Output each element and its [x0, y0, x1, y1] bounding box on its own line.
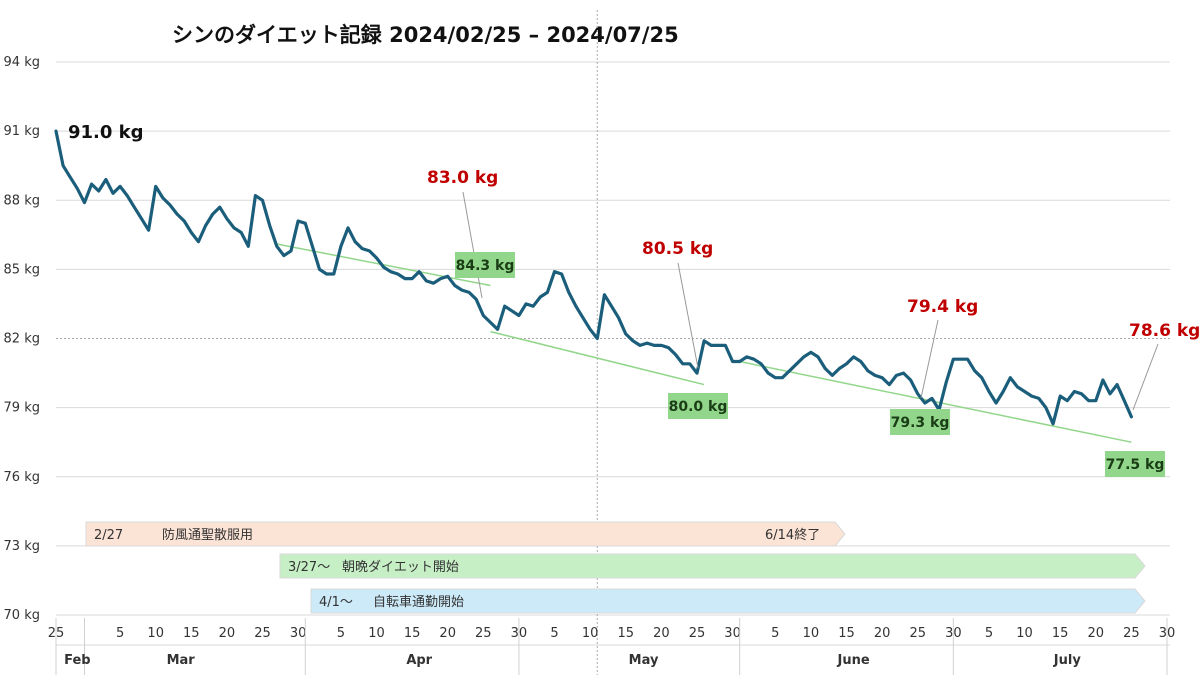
x-axis: 25 5 10 15 20 25 30 5 10 15 20 25 30 5 10 15 20 25 30 5 10 15… — [48, 618, 1175, 675]
x-tick-label: 25 — [689, 626, 706, 641]
y-tick-label: 79 kg — [4, 401, 40, 416]
month-label: July — [1053, 653, 1082, 668]
callout-leader — [1132, 343, 1159, 411]
event-end: 6/14終了 — [765, 527, 820, 543]
y-tick-label: 94 kg — [4, 55, 40, 70]
x-tick-label: 25 — [254, 626, 271, 641]
x-tick-label: 15 — [183, 626, 200, 641]
x-tick-label: 5 — [116, 626, 124, 641]
callout-leader — [462, 191, 483, 299]
y-tick-label: 91 kg — [4, 124, 40, 139]
y-tick-label: 70 kg — [4, 608, 40, 623]
green-callout-box — [1105, 451, 1165, 477]
green-callout-label: 84.3 kg — [456, 258, 515, 274]
x-tick-label: 20 — [653, 626, 670, 641]
x-tick-label: 10 — [368, 626, 385, 641]
event-date: 3/27～ — [288, 560, 330, 575]
event-banner — [85, 521, 846, 547]
event-banner — [310, 588, 1146, 614]
red-callout-label: 78.6 kg — [1129, 321, 1200, 341]
x-tick-label: 20 — [439, 626, 456, 641]
start-weight-label: 91.0 kg — [68, 122, 144, 143]
x-tick-label: 15 — [617, 626, 634, 641]
green-callout-box — [668, 393, 728, 419]
event-date: 4/1～ — [319, 595, 353, 610]
red-callout-label: 83.0 kg — [427, 168, 498, 188]
weight-series — [54, 129, 1134, 426]
month-label: June — [837, 653, 870, 668]
x-tick-label: 15 — [404, 626, 421, 641]
x-tick-label: 5 — [550, 626, 558, 641]
x-tick-label: 15 — [1052, 626, 1069, 641]
x-tick-label: 5 — [985, 626, 993, 641]
month-label: May — [629, 653, 659, 668]
y-tick-label: 88 kg — [4, 193, 40, 208]
event-banners: 2/27 防風通聖散服用 6/14終了 3/27～ 朝晩ダイエット開始 4/1～ 自転車通勤… — [85, 521, 1146, 614]
green-callout-box — [890, 409, 950, 435]
weight-line — [54, 129, 1134, 426]
callout-leader — [920, 319, 939, 399]
green-callout-label: 77.5 kg — [1106, 457, 1165, 473]
x-tick-label: 10 — [1016, 626, 1033, 641]
x-tick-label: 5 — [771, 626, 779, 641]
y-tick-label: 82 kg — [4, 332, 40, 347]
chart-title: シンのダイエット記録 2024/02/25 – 2024/07/25 — [172, 23, 679, 47]
y-axis: 94 kg 91 kg 88 kg 85 kg 82 kg 79 kg 76 kg 73 kg… — [4, 55, 40, 623]
event-text: 自転車通勤開始 — [373, 595, 464, 610]
event-text: 朝晩ダイエット開始 — [342, 560, 459, 575]
x-tick-label: 30 — [724, 626, 741, 641]
y-tick-label: 76 kg — [4, 470, 40, 485]
x-tick-label: 15 — [838, 626, 855, 641]
event-date: 2/27 — [94, 528, 123, 543]
annotations: 91.0 kg 83.0 kg 80.5 kg 79.4 kg 78.6 kg 84.3 … — [68, 122, 1200, 477]
month-label: Feb — [64, 653, 90, 668]
month-label: Apr — [406, 653, 432, 668]
x-tick-label: 25 — [475, 626, 492, 641]
month-label: Mar — [167, 653, 196, 668]
red-callout-label: 80.5 kg — [642, 239, 713, 259]
event-banner — [279, 553, 1146, 579]
x-tick-label: 10 — [803, 626, 820, 641]
grid-lines — [56, 10, 1170, 675]
x-tick-label: 20 — [1088, 626, 1105, 641]
trend-line — [490, 330, 705, 386]
green-callout-label: 80.0 kg — [669, 399, 728, 415]
callout-leader — [677, 262, 699, 369]
x-tick-label: 20 — [219, 626, 236, 641]
red-callout-label: 79.4 kg — [907, 297, 978, 317]
y-tick-label: 85 kg — [4, 262, 40, 277]
x-tick-label: 25 — [909, 626, 926, 641]
y-tick-label: 73 kg — [4, 539, 40, 554]
green-callout-box — [455, 252, 515, 278]
x-tick-label: 25 — [1123, 626, 1140, 641]
event-text: 防風通聖散服用 — [162, 527, 253, 543]
x-tick-label: 5 — [337, 626, 345, 641]
x-tick-label: 10 — [582, 626, 599, 641]
x-tick-label: 20 — [874, 626, 891, 641]
x-tick-label: 30 — [290, 626, 307, 641]
green-callout-label: 79.3 kg — [891, 415, 950, 431]
x-tick-label: 10 — [147, 626, 164, 641]
